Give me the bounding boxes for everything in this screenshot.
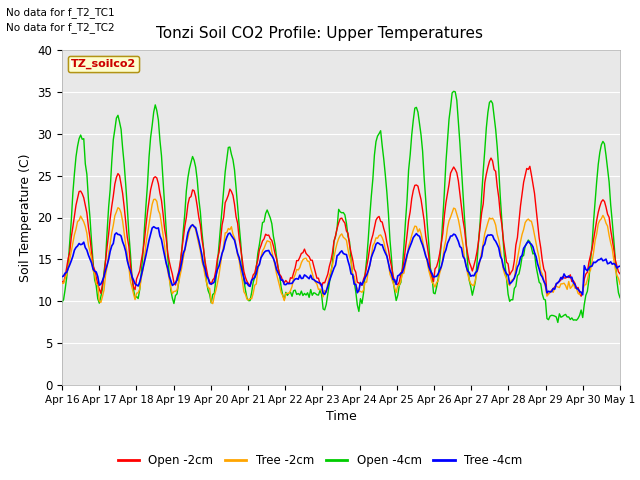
X-axis label: Time: Time [326, 410, 356, 423]
Text: Tonzi Soil CO2 Profile: Upper Temperatures: Tonzi Soil CO2 Profile: Upper Temperatur… [157, 26, 483, 41]
Text: No data for f_T2_TC1: No data for f_T2_TC1 [6, 7, 115, 18]
Text: No data for f_T2_TC2: No data for f_T2_TC2 [6, 22, 115, 33]
Legend: Open -2cm, Tree -2cm, Open -4cm, Tree -4cm: Open -2cm, Tree -2cm, Open -4cm, Tree -4… [113, 449, 527, 472]
Legend: TZ_soilco2: TZ_soilco2 [68, 56, 140, 72]
Y-axis label: Soil Temperature (C): Soil Temperature (C) [19, 153, 32, 282]
